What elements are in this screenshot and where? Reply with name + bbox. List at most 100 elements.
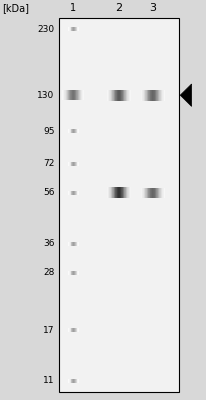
Text: [kDa]: [kDa] <box>2 3 29 13</box>
Bar <box>163 90 164 101</box>
Bar <box>151 188 152 198</box>
Bar <box>129 187 130 198</box>
Bar <box>81 90 82 100</box>
Bar <box>73 271 74 275</box>
Bar <box>74 379 75 383</box>
Bar <box>159 188 160 198</box>
Bar <box>70 379 71 383</box>
Bar <box>148 90 149 101</box>
Bar <box>75 130 76 134</box>
Bar <box>142 90 143 101</box>
Bar <box>161 90 162 101</box>
Bar <box>113 90 114 101</box>
Bar <box>107 90 108 101</box>
Bar <box>157 90 158 101</box>
Bar <box>147 90 148 101</box>
Bar <box>117 90 118 101</box>
Bar <box>152 188 153 198</box>
Bar <box>162 188 163 198</box>
Bar <box>76 190 77 194</box>
Bar <box>77 242 78 246</box>
Bar <box>157 188 158 198</box>
Bar <box>75 90 76 100</box>
Bar <box>68 242 69 246</box>
Bar <box>71 90 72 100</box>
Bar <box>73 27 74 31</box>
Bar <box>69 271 70 275</box>
Bar <box>126 90 127 101</box>
Bar <box>72 93 73 97</box>
Bar <box>68 190 69 194</box>
Bar <box>156 188 157 198</box>
Bar <box>68 27 69 31</box>
Bar <box>144 188 145 198</box>
Bar <box>146 188 147 198</box>
Bar <box>68 328 69 332</box>
Bar <box>68 379 69 383</box>
Bar <box>71 27 72 31</box>
Bar <box>158 90 159 101</box>
Bar <box>71 242 72 246</box>
Bar <box>76 130 77 134</box>
Bar <box>83 90 84 100</box>
Bar <box>113 187 114 198</box>
Text: 1: 1 <box>70 3 76 13</box>
Bar <box>164 188 165 198</box>
Bar <box>76 242 77 246</box>
Bar <box>119 90 120 101</box>
Bar <box>122 90 123 101</box>
Bar <box>128 187 129 198</box>
Bar <box>107 187 108 198</box>
Bar <box>110 90 111 101</box>
Bar <box>76 90 77 100</box>
Bar <box>124 90 125 101</box>
Bar <box>153 90 154 101</box>
Bar <box>128 90 129 101</box>
Bar <box>78 242 79 246</box>
Bar <box>73 90 74 100</box>
Bar <box>72 379 73 383</box>
Bar <box>129 90 130 101</box>
Text: 28: 28 <box>43 268 55 277</box>
Bar <box>69 90 70 100</box>
Bar <box>74 328 75 332</box>
Bar <box>74 90 75 100</box>
Bar <box>69 379 70 383</box>
Bar <box>154 188 155 198</box>
Bar <box>115 187 116 198</box>
Bar <box>115 90 116 101</box>
Text: 72: 72 <box>43 159 55 168</box>
Bar <box>78 27 79 31</box>
Text: 11: 11 <box>43 376 55 385</box>
Bar <box>59 18 179 392</box>
Bar <box>151 90 152 101</box>
Bar <box>141 188 142 198</box>
Bar <box>71 93 72 97</box>
Bar <box>75 328 76 332</box>
Bar <box>77 130 78 134</box>
Bar <box>110 187 111 198</box>
Bar <box>78 379 79 383</box>
Bar <box>121 187 122 198</box>
Bar <box>77 27 78 31</box>
Bar <box>63 90 64 100</box>
Text: 56: 56 <box>43 188 55 197</box>
Bar <box>71 379 72 383</box>
Bar <box>150 188 151 198</box>
Bar <box>158 188 159 198</box>
Bar <box>69 242 70 246</box>
Bar <box>71 130 72 134</box>
Bar <box>109 90 110 101</box>
Bar <box>69 93 70 97</box>
Bar <box>68 162 69 166</box>
Bar <box>72 90 73 100</box>
Bar <box>73 328 74 332</box>
Bar <box>78 130 79 134</box>
Bar <box>69 130 70 134</box>
Bar <box>111 187 112 198</box>
Bar <box>75 93 76 97</box>
Bar <box>79 90 80 100</box>
Bar <box>78 190 79 194</box>
Bar <box>163 188 164 198</box>
Bar <box>143 188 144 198</box>
